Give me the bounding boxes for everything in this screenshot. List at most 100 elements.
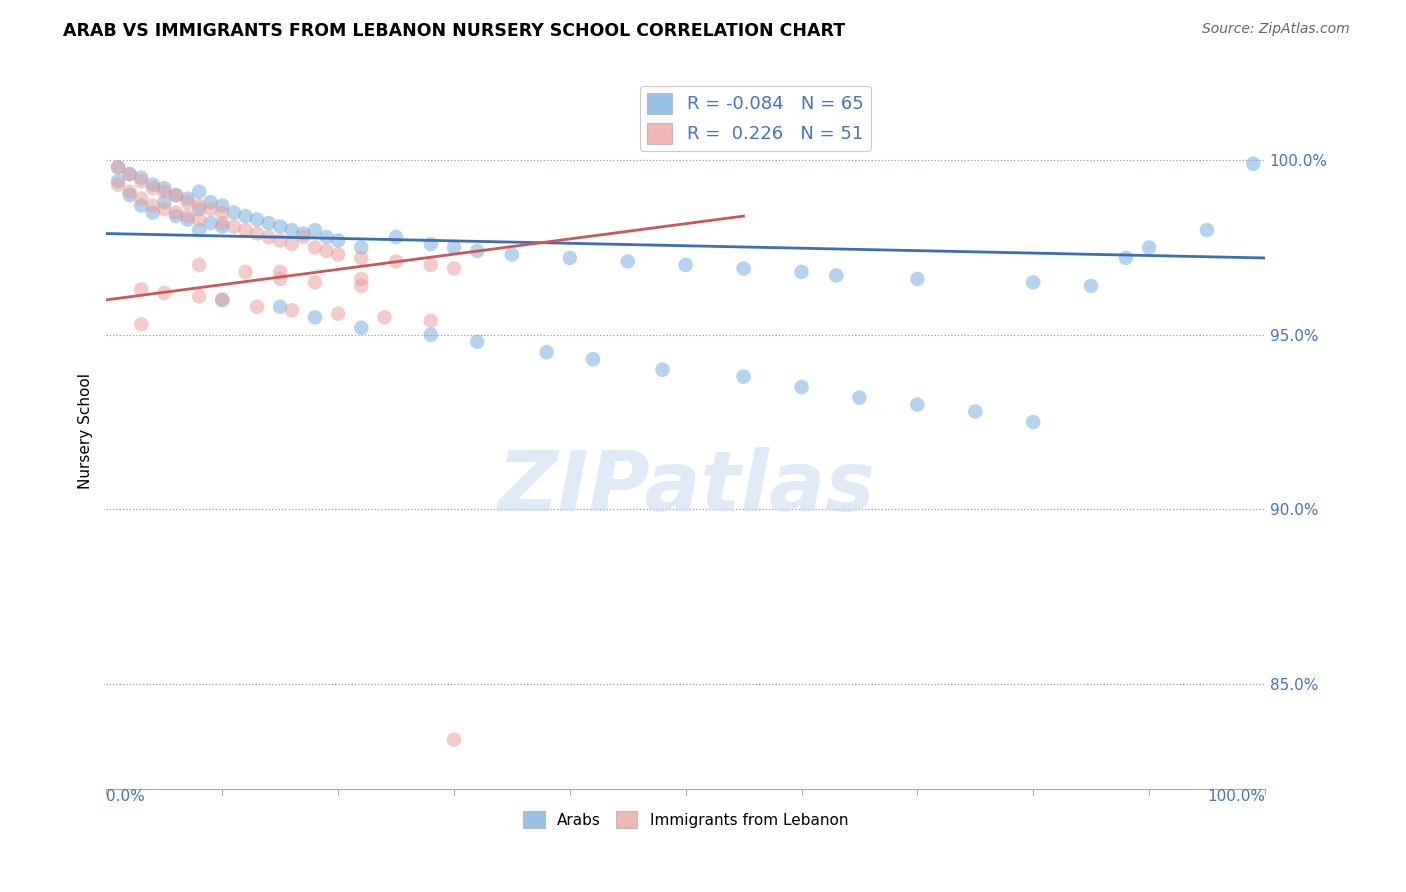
Point [188, 212, 211, 227]
Point [350, 320, 373, 334]
Point [200, 216, 222, 230]
Point [165, 188, 187, 202]
Point [129, 174, 152, 188]
Point [188, 258, 211, 272]
Point [373, 310, 395, 325]
Point [107, 174, 129, 188]
Point [733, 369, 755, 384]
Point [269, 272, 291, 286]
Point [328, 234, 350, 248]
Point [188, 199, 211, 213]
Point [790, 265, 813, 279]
Point [1195, 223, 1218, 237]
Point [200, 195, 222, 210]
Y-axis label: Nursery School: Nursery School [79, 373, 93, 489]
Text: ARAB VS IMMIGRANTS FROM LEBANON NURSERY SCHOOL CORRELATION CHART: ARAB VS IMMIGRANTS FROM LEBANON NURSERY … [63, 22, 845, 40]
Point [1022, 276, 1045, 290]
Point [129, 170, 152, 185]
Point [188, 202, 211, 216]
Point [536, 345, 558, 359]
Point [315, 244, 337, 258]
Point [350, 240, 373, 254]
Point [304, 276, 326, 290]
Point [465, 334, 488, 349]
Point [211, 205, 233, 219]
Point [419, 258, 441, 272]
Point [385, 230, 408, 244]
Point [350, 279, 373, 293]
Point [118, 167, 141, 181]
Point [176, 212, 198, 227]
Point [905, 398, 928, 412]
Point [328, 247, 350, 261]
Point [385, 254, 408, 268]
Point [582, 352, 605, 367]
Point [165, 188, 187, 202]
Point [419, 237, 441, 252]
Point [142, 181, 165, 195]
Point [165, 209, 187, 223]
Text: ZIPatlas: ZIPatlas [496, 448, 875, 528]
Point [235, 265, 257, 279]
Point [419, 327, 441, 342]
Point [142, 178, 165, 192]
Point [153, 285, 176, 300]
Point [257, 230, 280, 244]
Text: 0.0%: 0.0% [107, 789, 145, 804]
Point [651, 362, 673, 376]
Point [246, 212, 269, 227]
Point [1241, 157, 1264, 171]
Point [304, 310, 326, 325]
Text: Source: ZipAtlas.com: Source: ZipAtlas.com [1202, 22, 1350, 37]
Point [200, 202, 222, 216]
Point [176, 192, 198, 206]
Point [211, 219, 233, 234]
Point [129, 192, 152, 206]
Point [443, 732, 465, 747]
Point [675, 258, 697, 272]
Point [235, 223, 257, 237]
Point [328, 307, 350, 321]
Point [1080, 279, 1102, 293]
Point [107, 178, 129, 192]
Point [269, 234, 291, 248]
Point [281, 237, 304, 252]
Point [419, 314, 441, 328]
Point [443, 240, 465, 254]
Point [558, 251, 581, 265]
Point [281, 303, 304, 318]
Point [153, 195, 176, 210]
Point [304, 240, 326, 254]
Point [118, 188, 141, 202]
Point [176, 195, 198, 210]
Point [165, 205, 187, 219]
Point [350, 251, 373, 265]
Point [235, 209, 257, 223]
Point [465, 244, 488, 258]
Point [281, 223, 304, 237]
Legend: Arabs, Immigrants from Lebanon: Arabs, Immigrants from Lebanon [517, 805, 855, 835]
Point [1022, 415, 1045, 429]
Point [315, 230, 337, 244]
Point [257, 216, 280, 230]
Point [211, 293, 233, 307]
Point [848, 391, 870, 405]
Point [246, 300, 269, 314]
Point [107, 160, 129, 174]
Point [153, 185, 176, 199]
Point [246, 227, 269, 241]
Point [1137, 240, 1160, 254]
Point [129, 282, 152, 296]
Point [211, 293, 233, 307]
Point [269, 219, 291, 234]
Point [501, 247, 523, 261]
Point [118, 167, 141, 181]
Point [905, 272, 928, 286]
Point [616, 254, 638, 268]
Point [129, 199, 152, 213]
Point [825, 268, 848, 283]
Point [188, 223, 211, 237]
Point [153, 202, 176, 216]
Point [118, 185, 141, 199]
Point [269, 265, 291, 279]
